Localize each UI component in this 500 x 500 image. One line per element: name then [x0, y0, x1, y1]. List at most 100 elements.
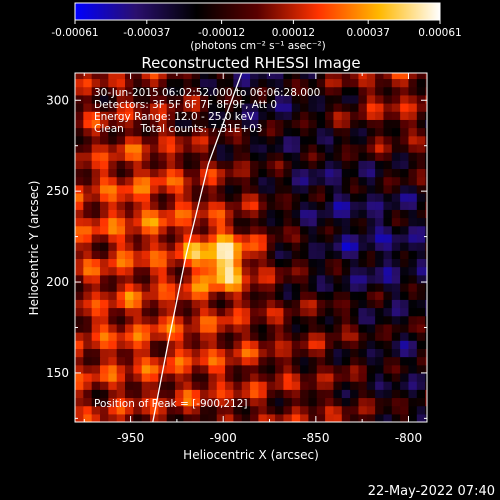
heatmap-cell	[150, 78, 159, 88]
heatmap-cell	[83, 258, 93, 268]
heatmap-cell	[291, 405, 301, 415]
heatmap-cell	[141, 250, 151, 260]
heatmap-cell	[333, 152, 343, 161]
heatmap-cell	[308, 315, 318, 325]
heatmap-cell	[150, 127, 159, 137]
heatmap-cell	[300, 291, 310, 300]
heatmap-cell	[400, 274, 410, 284]
heatmap-cell	[366, 152, 376, 161]
heatmap-cell	[91, 364, 101, 374]
heatmap-cell	[108, 266, 118, 276]
heatmap-cell	[300, 242, 310, 251]
heatmap-cell	[191, 282, 201, 292]
heatmap-cell	[166, 397, 176, 407]
heatmap-cell	[191, 315, 201, 325]
heatmap-cell	[91, 282, 101, 292]
heatmap-cell	[250, 307, 260, 317]
heatmap-cell	[366, 323, 376, 333]
heatmap-cell	[266, 381, 276, 390]
heatmap-cell	[241, 299, 251, 309]
heatmap-cell	[108, 291, 118, 300]
heatmap-cell	[191, 274, 201, 284]
heatmap-cell	[83, 315, 93, 325]
heatmap-cell	[208, 348, 218, 358]
heatmap-cell	[191, 291, 201, 300]
heatmap-cell	[391, 323, 401, 333]
heatmap-cell	[233, 274, 243, 284]
heatmap-cell	[166, 135, 176, 145]
heatmap-cell	[325, 340, 335, 349]
heatmap-cell	[91, 102, 101, 112]
heatmap-cell	[375, 348, 385, 358]
heatmap-cell	[200, 217, 209, 227]
heatmap-cell	[375, 111, 385, 120]
heatmap-cell	[175, 127, 184, 137]
heatmap-cell	[250, 209, 260, 219]
heatmap-cell	[141, 111, 151, 120]
heatmap-cell	[350, 192, 360, 202]
heatmap-cell	[366, 397, 376, 407]
heatmap-cell	[300, 102, 310, 112]
heatmap-cell	[325, 176, 335, 186]
heatmap-cell	[116, 127, 126, 137]
heatmap-cell	[250, 184, 260, 194]
heatmap-cell	[183, 348, 193, 358]
heatmap-cell	[241, 168, 251, 178]
heatmap-cell	[375, 389, 385, 399]
heatmap-cell	[350, 307, 360, 317]
heatmap-cell	[375, 372, 385, 382]
heatmap-cell	[91, 201, 101, 210]
heatmap-cell	[108, 78, 118, 88]
heatmap-cell	[83, 307, 93, 317]
heatmap-cell	[83, 274, 93, 284]
heatmap-cell	[300, 274, 310, 284]
heatmap-cell	[250, 233, 260, 243]
heatmap-cell	[383, 176, 393, 186]
heatmap-cell	[391, 364, 401, 374]
heatmap-cell	[325, 356, 335, 366]
heatmap-cell	[300, 217, 310, 227]
heatmap-cell	[425, 127, 427, 137]
heatmap-cell	[266, 176, 276, 186]
heatmap-cell	[425, 250, 427, 260]
solar-limb-curve	[152, 73, 243, 422]
heatmap-cell	[158, 389, 168, 399]
heatmap-cell	[100, 356, 109, 366]
heatmap-cell	[133, 160, 143, 170]
heatmap-cell	[175, 201, 184, 210]
heatmap-cell	[416, 225, 426, 235]
heatmap-cell	[141, 274, 151, 284]
heatmap-cell	[383, 86, 393, 96]
heatmap-cell	[383, 201, 393, 210]
heatmap-cell	[375, 332, 385, 341]
heatmap-cell	[383, 217, 393, 227]
heatmap-cell	[133, 381, 143, 390]
heatmap-cell	[166, 143, 176, 153]
heatmap-cell	[141, 201, 151, 210]
heatmap-cell	[391, 233, 401, 243]
heatmap-cell	[208, 397, 218, 407]
heatmap-cell	[108, 323, 118, 333]
heatmap-cell	[383, 372, 393, 382]
heatmap-cell	[150, 86, 159, 96]
heatmap-cell	[158, 192, 168, 202]
heatmap-cell	[208, 242, 218, 251]
heatmap-cell	[325, 389, 335, 399]
heatmap-cell	[300, 323, 310, 333]
heatmap-cell	[166, 78, 176, 88]
heatmap-cell	[383, 168, 393, 178]
heatmap-cell	[250, 86, 260, 96]
heatmap-cell	[75, 184, 84, 194]
heatmap-cell	[375, 225, 385, 235]
heatmap-cell	[316, 307, 326, 317]
heatmap-cell	[141, 299, 151, 309]
heatmap-cell	[400, 381, 410, 390]
heatmap-cell	[350, 389, 360, 399]
heatmap-cell	[133, 274, 143, 284]
heatmap-cell	[300, 348, 310, 358]
heatmap-cell	[116, 176, 126, 186]
heatmap-cell	[216, 78, 226, 88]
heatmap-cell	[300, 258, 310, 268]
heatmap-cell	[166, 291, 176, 300]
heatmap-cell	[200, 291, 209, 300]
